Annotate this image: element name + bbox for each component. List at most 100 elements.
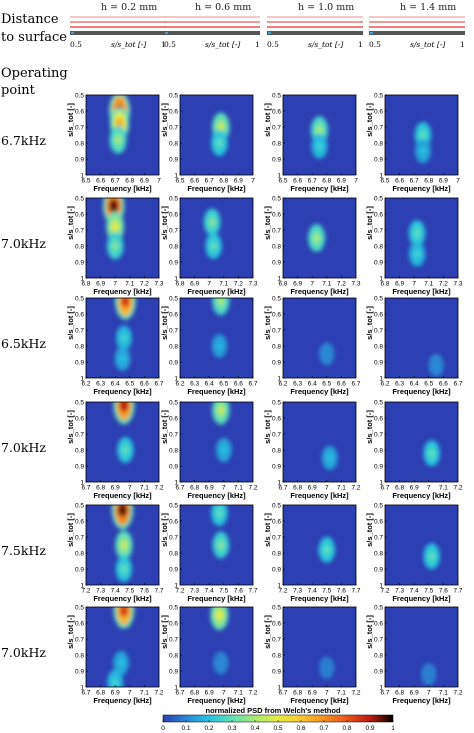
x-tick-label: 7.1 [125, 281, 134, 288]
x-tick-label: 7.5 [322, 588, 331, 595]
x-axis-label: Frequency [kHz] [93, 594, 152, 603]
heatmap-panel: 0.5 0.6 0.7 0.8 0.9 16.7 6.8 6.9 7 7.1 7.2Frequenc… [160, 605, 258, 706]
heatmap-panel: 0.5 0.6 0.7 0.8 0.9 16.8 6.9 7 7.1 7.2 7.3Frequenc… [160, 196, 258, 297]
y-tick-label: 0.6 [169, 519, 178, 526]
y-tick-label: 0.9 [169, 669, 178, 676]
x-tick-label: 7.2 [380, 588, 389, 595]
y-tick-label: 0.5 [169, 605, 178, 612]
y-tick-label: 1 [80, 173, 84, 180]
y-tick-label: 1 [379, 376, 383, 383]
y-tick-label: 0.5 [75, 400, 84, 407]
y-tick-label: 0.5 [169, 93, 178, 100]
x-tick-label: 7.3 [248, 281, 257, 288]
y-tick-label: 0.8 [169, 141, 178, 148]
x-tick-label: 6.8 [190, 690, 199, 697]
x-tick-label: 7.1 [322, 281, 331, 288]
heatmap-panel: 0.5 0.6 0.7 0.8 0.9 16.5 6.6 6.7 6.8 6.9 7 Frequenc… [160, 93, 255, 194]
x-axis-label: Frequency [kHz] [187, 491, 246, 500]
x-tick-label: 6.7 [175, 690, 184, 697]
psd-blob-core [326, 454, 333, 462]
x-axis-label: Frequency [kHz] [392, 491, 451, 500]
y-tick-label: 0.7 [75, 125, 84, 132]
y-tick-label: 0.6 [169, 109, 178, 116]
y-tick-label: 0.9 [75, 260, 84, 267]
y-tick-label: 1 [174, 685, 178, 692]
y-tick-label: 0.5 [169, 503, 178, 510]
x-tick-label: 7.4 [205, 588, 214, 595]
panel-frame [384, 94, 459, 176]
x-tick-label: 6.7 [154, 381, 163, 388]
y-tick-label: 0.9 [374, 157, 383, 164]
y-tick-label: 0.7 [272, 637, 281, 644]
x-tick-label: 7.2 [154, 485, 163, 492]
y-tick-label: 0.7 [272, 125, 281, 132]
panel-frame [384, 297, 459, 379]
y-axis-label: s/s_tot [-] [365, 103, 374, 137]
y-axis-label: s/s_tot [-] [66, 615, 75, 649]
x-tick-label: 7.3 [154, 281, 163, 288]
psd-blob-core [217, 298, 225, 306]
y-tick-label: 0.8 [272, 244, 281, 251]
heatmap-panel: 0.5 0.6 0.7 0.8 0.9 16.7 6.8 6.9 7 7.1 7.2Frequenc… [365, 400, 463, 501]
y-axis-label: s/s_tot [-] [66, 306, 75, 340]
panel-blobs [310, 116, 329, 159]
y-tick-label: 0.6 [75, 109, 84, 116]
y-tick-label: 0.8 [169, 551, 178, 558]
heatmap-panel: 0.5 0.6 0.7 0.8 0.9 17.2 7.3 7.4 7.5 7.6 7.7Freque… [160, 503, 258, 604]
psd-blob-core [120, 564, 128, 574]
y-tick-label: 0.6 [169, 312, 178, 319]
psd-blob-core [414, 229, 421, 238]
panel-frame [179, 94, 254, 176]
heatmap-panel: 0.5 0.6 0.7 0.8 0.9 16.2 6.3 6.4 6.5 6.6 6.7Freque… [160, 296, 258, 397]
y-axis-label: s/s_tot [-] [263, 615, 272, 649]
psd-blob-core [216, 342, 223, 350]
x-axis-label: Frequency [kHz] [392, 696, 451, 705]
x-tick-label: 6.7 [248, 381, 257, 388]
x-tick-label: 6.6 [140, 381, 149, 388]
x-axis-label: Frequency [kHz] [187, 594, 246, 603]
y-tick-label: 0.6 [374, 109, 383, 116]
y-tick-label: 0.5 [169, 196, 178, 203]
x-tick-label: 6.9 [308, 485, 317, 492]
y-tick-label: 0.8 [169, 653, 178, 660]
panel-blobs [319, 656, 335, 679]
x-tick-label: 7 [427, 485, 431, 492]
y-tick-label: 1 [379, 276, 383, 283]
y-tick-label: 0.8 [272, 344, 281, 351]
y-tick-label: 0.7 [272, 228, 281, 235]
heatmap-panel: 0.5 0.6 0.7 0.8 0.9 16.7 6.8 6.9 7 7.1 7.2Frequenc… [66, 400, 164, 501]
x-axis-label: Frequency [kHz] [392, 184, 451, 193]
y-tick-label: 0.8 [374, 653, 383, 660]
y-axis-label: s/s_tot [-] [365, 615, 374, 649]
x-tick-label: 7 [128, 690, 132, 697]
x-axis-label: Frequency [kHz] [392, 387, 451, 396]
y-tick-label: 0.6 [169, 416, 178, 423]
x-tick-label: 6.8 [380, 281, 389, 288]
y-tick-label: 0.7 [374, 637, 383, 644]
panel-background [385, 505, 458, 585]
psd-blob-core [313, 233, 320, 243]
x-axis-label: Frequency [kHz] [290, 594, 349, 603]
x-tick-label: 7 [325, 690, 329, 697]
psd-blob-core [111, 241, 119, 251]
y-axis-label: s/s_tot [-] [365, 306, 374, 340]
x-tick-label: 7.1 [234, 690, 243, 697]
x-tick-label: 7.3 [453, 281, 462, 288]
y-axis-label: s/s_tot [-] [160, 615, 169, 649]
y-tick-label: 0.7 [75, 228, 84, 235]
x-tick-label: 6.5 [380, 178, 389, 185]
panel-blobs [212, 402, 232, 462]
y-tick-label: 1 [174, 480, 178, 487]
y-tick-label: 0.8 [272, 653, 281, 660]
x-tick-label: 6.5 [125, 381, 134, 388]
y-tick-label: 0.8 [169, 448, 178, 455]
x-tick-label: 6.9 [234, 178, 243, 185]
y-tick-label: 0.8 [374, 551, 383, 558]
x-tick-label: 6.8 [219, 178, 228, 185]
operating-point-title-line1: Operating [1, 66, 68, 81]
x-tick-label: 7.3 [96, 588, 105, 595]
x-tick-label: 6.9 [111, 690, 120, 697]
y-tick-label: 0.8 [75, 344, 84, 351]
x-tick-label: 7.3 [395, 588, 404, 595]
psd-blob-core [216, 138, 223, 148]
